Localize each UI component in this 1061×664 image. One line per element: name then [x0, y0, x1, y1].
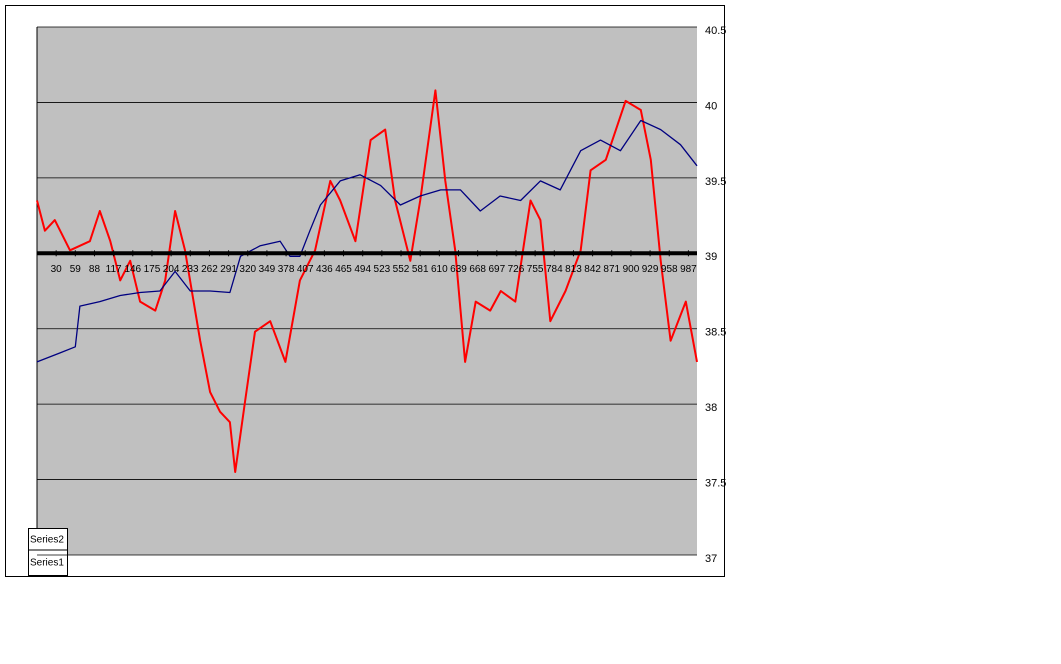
y-tick-label: 39	[705, 251, 717, 263]
y-tick-label: 38	[705, 402, 717, 414]
series-line	[36, 119, 698, 363]
y-tick-label: 37	[705, 553, 717, 565]
x-tick-label: 407	[297, 264, 314, 275]
x-tick-label: 842	[584, 264, 601, 275]
x-tick-label: 204	[163, 264, 180, 275]
x-tick-label: 523	[374, 264, 391, 275]
plot-area	[37, 27, 697, 555]
legend-label: Series2	[30, 535, 64, 546]
x-tick-label: 117	[106, 264, 122, 275]
y-tick-label: 38.5	[705, 327, 726, 339]
series-line	[36, 89, 698, 473]
x-tick-label: 784	[546, 264, 563, 275]
x-tick-label: 233	[182, 264, 199, 275]
x-tick-label: 900	[623, 264, 640, 275]
legend-box	[28, 528, 68, 576]
x-tick-label: 465	[335, 264, 352, 275]
x-tick-label: 755	[527, 264, 544, 275]
y-tick-label: 37.5	[705, 477, 726, 489]
y-tick-label: 39.5	[705, 176, 726, 188]
x-tick-label: 813	[565, 264, 582, 275]
x-tick-label: 726	[508, 264, 525, 275]
x-tick-label: 262	[201, 264, 218, 275]
x-tick-label: 30	[51, 264, 63, 275]
x-tick-label: 987	[680, 264, 697, 275]
x-tick-label: 552	[393, 264, 410, 275]
x-tick-label: 291	[220, 264, 237, 275]
x-tick-label: 639	[450, 264, 467, 275]
x-tick-label: 436	[316, 264, 333, 275]
legend-label: Series1	[30, 558, 64, 569]
x-tick-label: 929	[642, 264, 659, 275]
y-tick-label: 40	[705, 100, 717, 112]
x-tick-label: 581	[412, 264, 429, 275]
x-tick-label: 610	[431, 264, 448, 275]
x-tick-label: 320	[239, 264, 256, 275]
x-tick-label: 958	[661, 264, 678, 275]
legend: Series2 Series1	[28, 528, 68, 576]
x-tick-label: 88	[89, 264, 101, 275]
x-tick-label: 668	[469, 264, 486, 275]
x-tick-label: 697	[488, 264, 505, 275]
y-tick-label: 40.5	[705, 25, 726, 37]
x-tick-label: 871	[603, 264, 620, 275]
x-tick-label: 494	[354, 264, 371, 275]
x-tick-label: 175	[144, 264, 161, 275]
x-tick-label: 146	[124, 264, 141, 275]
x-tick-label: 349	[259, 264, 276, 275]
x-tick-label: 378	[278, 264, 295, 275]
x-tick-label: 59	[70, 264, 82, 275]
